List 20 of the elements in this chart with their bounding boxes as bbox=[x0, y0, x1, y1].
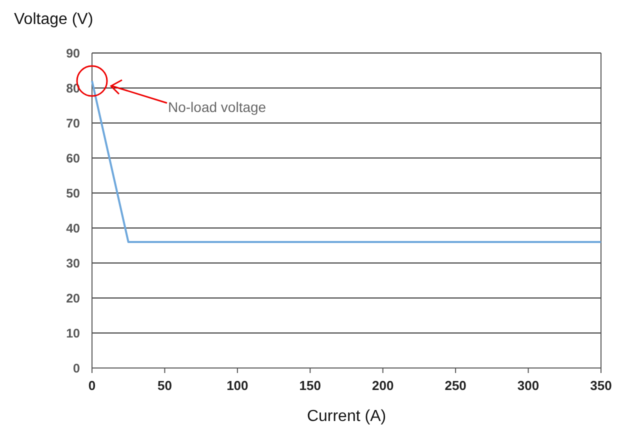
y-tick-label: 90 bbox=[66, 46, 80, 60]
x-tick-label: 50 bbox=[157, 378, 172, 393]
x-tick-label: 100 bbox=[226, 378, 248, 393]
x-tick-label: 200 bbox=[372, 378, 394, 393]
x-tick-label: 300 bbox=[517, 378, 540, 393]
y-tick-label: 50 bbox=[66, 186, 80, 200]
y-tick-label: 20 bbox=[66, 292, 80, 306]
x-tick-label: 0 bbox=[88, 378, 96, 393]
y-tick-label: 10 bbox=[66, 326, 80, 340]
x-axis-title: Current (A) bbox=[306, 408, 386, 425]
y-tick-label: 60 bbox=[66, 152, 80, 166]
x-tick-label: 250 bbox=[444, 378, 466, 393]
x-tick-label: 150 bbox=[299, 378, 321, 393]
x-tick-label: 350 bbox=[590, 378, 612, 393]
y-tick-label: 0 bbox=[73, 362, 80, 376]
y-tick-label: 30 bbox=[66, 256, 80, 270]
annotation: No-load voltage bbox=[168, 99, 266, 115]
y-tick-label: 40 bbox=[66, 222, 80, 236]
y-tick-label: 70 bbox=[66, 116, 80, 130]
y-axis-title: Voltage (V) bbox=[14, 11, 94, 28]
